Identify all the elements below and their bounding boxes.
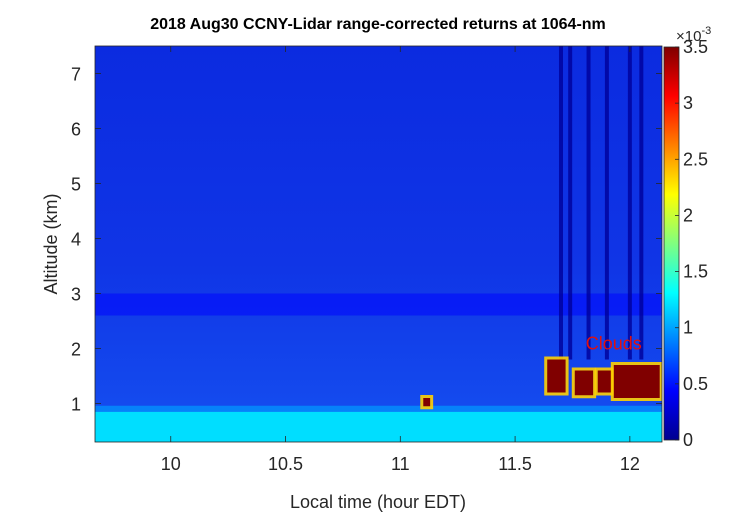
y-tick-label: 3	[71, 285, 81, 305]
x-tick-label: 10.5	[268, 454, 303, 474]
plot-frame	[94, 45, 663, 443]
x-tick-label: 12	[620, 454, 640, 474]
colorbar-tick-label: 0	[683, 430, 693, 450]
y-tick-label: 5	[71, 175, 81, 195]
colorbar-tick-label: 0.5	[683, 374, 708, 394]
colorbar	[663, 46, 680, 441]
colorbar-tick-label: 1.5	[683, 262, 708, 282]
colorbar-ticks: 0 0.5 1 1.5 2 2.5 3 3.5	[675, 37, 708, 450]
y-tick-label: 4	[71, 230, 81, 250]
x-tick-label: 11.5	[498, 454, 532, 474]
colorbar-multiplier: ×10-3	[676, 25, 711, 45]
cloud-patch	[574, 370, 594, 396]
heatmap-features	[95, 46, 662, 442]
colorbar-tick-label: 3	[683, 93, 693, 113]
y-tick-label: 6	[71, 120, 81, 140]
colorbar-tick-label: 1	[683, 318, 693, 338]
cloud-patch	[613, 365, 660, 398]
cloud-patch	[423, 398, 431, 407]
clouds-annotation: Clouds	[586, 334, 642, 354]
vertical-streak	[604, 46, 609, 360]
vertical-streak	[627, 46, 632, 360]
x-axis-ticks: 10 10.5 11 11.5 12	[161, 46, 640, 474]
chart-title: 2018 Aug30 CCNY-Lidar range-corrected re…	[150, 16, 606, 33]
heatmap	[95, 46, 662, 442]
colorbar-multiplier-exponent: -3	[701, 25, 711, 37]
colorbar-tick-label: 3.5	[683, 37, 708, 57]
y-tick-label: 2	[71, 340, 81, 360]
vertical-streak	[586, 46, 591, 360]
colorbar-multiplier-base: ×10	[676, 28, 701, 45]
x-tick-label: 10	[161, 454, 181, 474]
y-axis-ticks: 1 2 3 4 5 6 7	[71, 65, 662, 415]
y-tick-label: 7	[71, 65, 81, 85]
aerosol-layer	[95, 293, 662, 316]
colorbar-tick-label: 2	[683, 205, 693, 225]
boundary-layer-edge	[95, 405, 662, 412]
vertical-streak	[639, 46, 644, 360]
vertical-streak	[568, 46, 573, 360]
y-axis-label: Altitude (km)	[41, 193, 61, 294]
colorbar-tick-label: 2.5	[683, 149, 708, 169]
cloud-patch	[597, 370, 612, 393]
vertical-streak	[558, 46, 563, 360]
cloud-patch	[547, 359, 566, 393]
x-tick-label: 11	[391, 454, 410, 474]
boundary-layer	[95, 411, 662, 442]
y-tick-label: 1	[71, 395, 81, 415]
x-axis-label: Local time (hour EDT)	[290, 492, 466, 512]
